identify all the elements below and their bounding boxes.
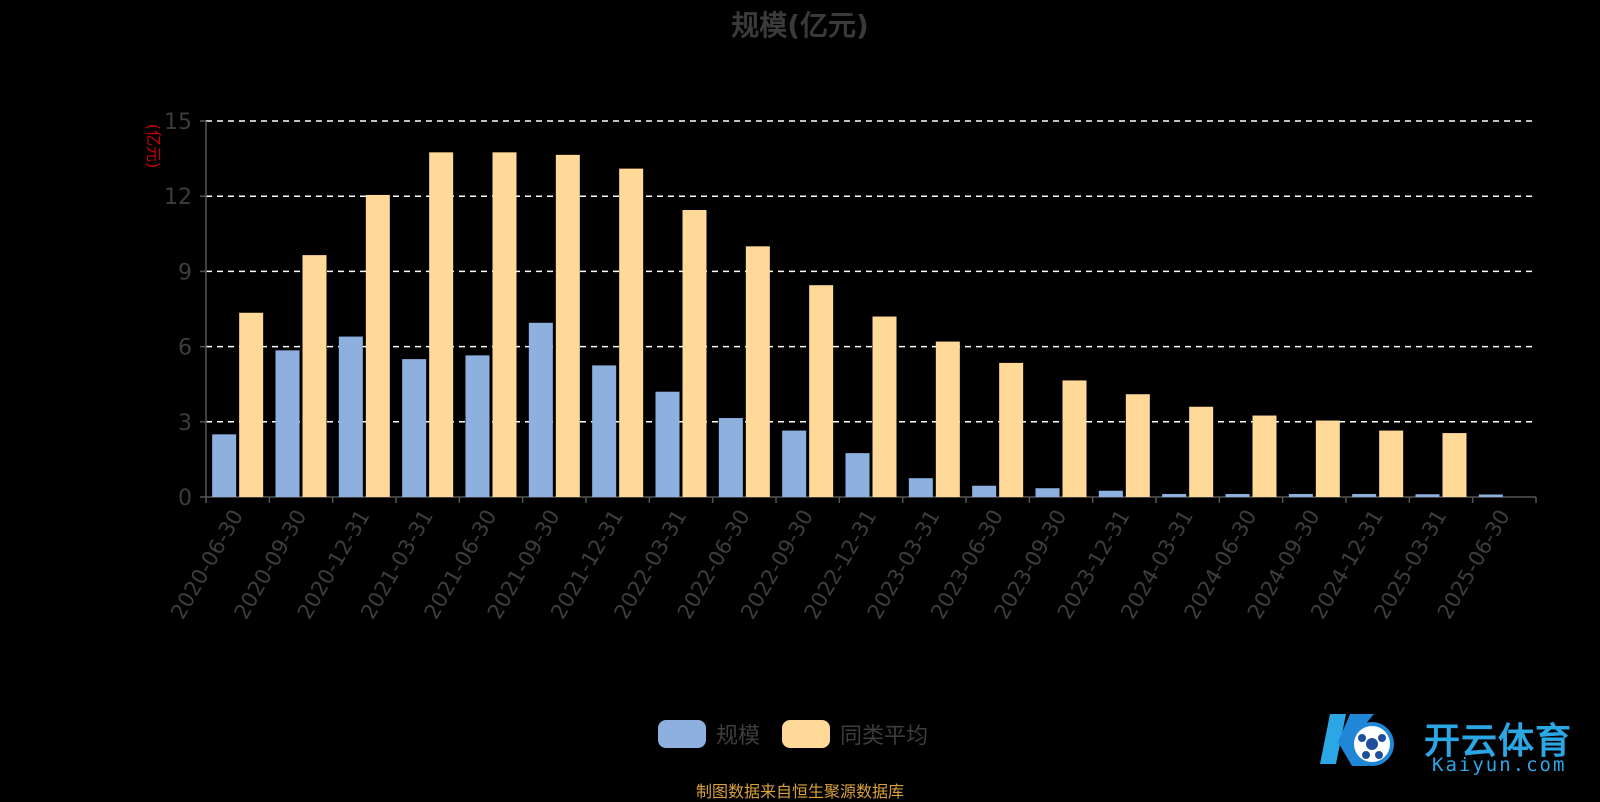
bar-scale (338, 336, 363, 497)
bar-peer-average (302, 255, 327, 497)
y-tick-label: 0 (178, 486, 192, 511)
bar-scale (1098, 490, 1123, 497)
y-tick-label: 15 (164, 110, 192, 135)
legend-swatch-peer-average[interactable] (782, 720, 831, 748)
bar-peer-average (682, 209, 707, 497)
bar-peer-average (1379, 430, 1404, 497)
legend-label-peer-average[interactable]: 同类平均 (840, 724, 929, 749)
watermark-url: Kaiyun.com (1432, 754, 1567, 776)
bar-peer-average (365, 194, 390, 498)
bar-peer-average (1442, 433, 1467, 497)
y-tick-label: 9 (178, 260, 192, 285)
bar-scale (1478, 494, 1503, 497)
data-source-note: 制图数据来自恒生聚源数据库 (695, 782, 904, 801)
bar-peer-average (1062, 380, 1087, 497)
bar-scale (1225, 493, 1250, 497)
y-tick-label: 3 (178, 411, 192, 436)
bar-scale (465, 355, 490, 497)
bar-scale (1288, 493, 1313, 497)
kaiyun-logo-icon (1320, 714, 1394, 766)
bar-scale (1352, 493, 1377, 497)
watermark-brand: 开云体育 (1424, 721, 1573, 762)
bar-peer-average (809, 285, 834, 497)
bar-peer-average (1252, 415, 1277, 497)
bar-scale (845, 453, 870, 497)
bar-peer-average (745, 246, 770, 497)
bar-peer-average (1189, 406, 1214, 497)
legend-swatch-scale[interactable] (658, 720, 706, 748)
bar-scale (908, 478, 933, 497)
bar-peer-average (1315, 420, 1340, 497)
bar-peer-average (1125, 394, 1150, 497)
bar-scale (782, 430, 807, 497)
bar-scale (592, 365, 617, 497)
bar-scale (212, 434, 237, 497)
bar-scale (655, 391, 680, 497)
bar-peer-average (872, 316, 897, 497)
legend-label-scale[interactable]: 规模 (716, 724, 761, 749)
bar-scale (528, 322, 553, 497)
bar-peer-average (429, 152, 454, 498)
bar-scale (1162, 493, 1187, 497)
bar-chart: 03691215(亿元)2020-06-302020-09-302020-12-… (144, 110, 1537, 623)
y-tick-label: 12 (164, 185, 192, 210)
bar-peer-average (999, 362, 1024, 497)
bar-peer-average (239, 312, 264, 497)
bar-scale (402, 359, 427, 497)
bar-scale (972, 485, 997, 497)
legend: 规模 同类平均 (658, 718, 928, 750)
bar-scale (1415, 494, 1440, 497)
bar-scale (275, 350, 300, 497)
y-axis-label: (亿元) (144, 124, 163, 169)
bar-peer-average (935, 341, 960, 497)
y-tick-label: 6 (178, 336, 192, 361)
bar-peer-average (619, 168, 644, 498)
bar-scale (718, 418, 743, 497)
bar-peer-average (555, 154, 580, 497)
bar-peer-average (492, 152, 517, 498)
chart-title: 规模(亿元) (731, 9, 869, 42)
bar-scale (1035, 488, 1060, 497)
